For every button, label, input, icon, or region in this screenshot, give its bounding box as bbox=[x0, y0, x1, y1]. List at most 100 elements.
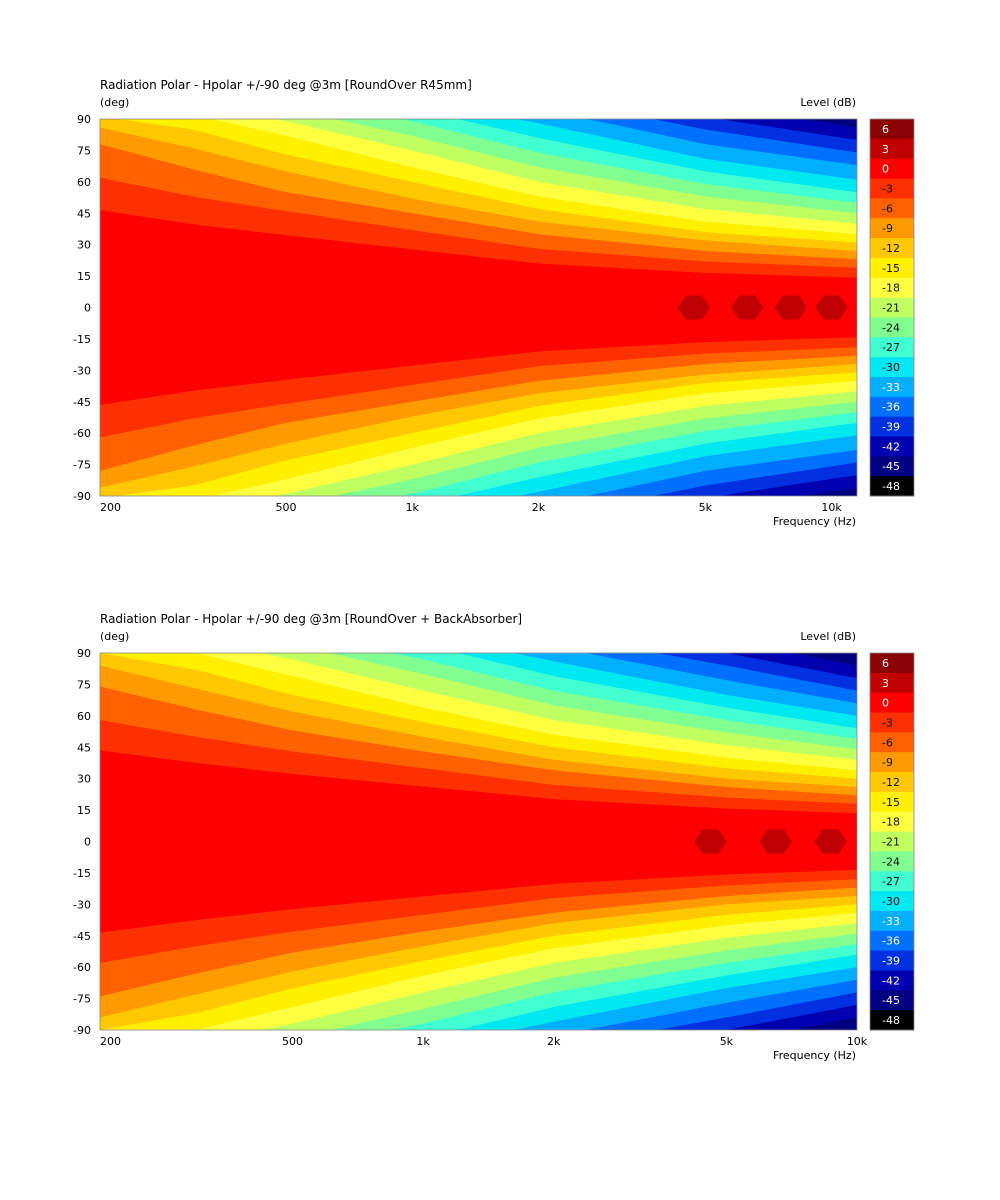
x-tick-label: 1k bbox=[416, 1035, 430, 1048]
colorbar-swatch bbox=[870, 871, 914, 892]
colorbar-level-label: -33 bbox=[882, 915, 900, 928]
colorbar-level-label: -42 bbox=[882, 974, 900, 987]
y-tick-label: 15 bbox=[77, 270, 91, 283]
colorbar-level-label: -39 bbox=[882, 421, 900, 434]
colorbar-swatch bbox=[870, 692, 914, 714]
colorbar-level-label: 6 bbox=[882, 657, 889, 670]
colorbar-level-label: -33 bbox=[882, 381, 900, 394]
colorbar-level-label: -27 bbox=[882, 341, 900, 354]
y-tick-label: -30 bbox=[73, 898, 91, 911]
x-tick-label: 2k bbox=[547, 1035, 561, 1048]
colorbar-swatch bbox=[870, 653, 914, 674]
contour-band-0 bbox=[100, 210, 857, 405]
colorbar-swatch bbox=[870, 732, 914, 753]
colorbar-frame bbox=[869, 652, 915, 1031]
colorbar-swatch bbox=[870, 198, 914, 219]
y-axis-label: (deg) bbox=[100, 630, 129, 643]
plot-frame bbox=[99, 118, 858, 497]
colorbar-swatch bbox=[870, 772, 914, 793]
colorbar-level-label: -27 bbox=[882, 875, 900, 888]
x-tick-label: 500 bbox=[282, 1035, 303, 1048]
colorbar-swatch bbox=[870, 672, 914, 694]
colorbar-level-label: -24 bbox=[882, 321, 900, 334]
colorbar-swatch bbox=[870, 158, 914, 180]
colorbar-level-label: -30 bbox=[882, 895, 900, 908]
colorbar: 6 3 0 -3 -6 -9 -12 -15 -18 -21 -24 -27 -30 -33 -36 -39 -… bbox=[869, 652, 915, 1031]
colorbar-frame bbox=[869, 118, 915, 497]
colorbar-level-label: 0 bbox=[882, 697, 889, 710]
polar-chart-roundover: Radiation Polar - Hpolar +/-90 deg @3m [… bbox=[0, 0, 1000, 528]
colorbar-swatch bbox=[870, 337, 914, 358]
on-axis-peak bbox=[759, 829, 792, 854]
colorbar-swatch bbox=[870, 891, 914, 912]
y-tick-label: -15 bbox=[73, 867, 91, 880]
polar-heatmap-svg: Radiation Polar - Hpolar +/-90 deg @3m [… bbox=[73, 612, 915, 1062]
colorbar-level-label: -45 bbox=[882, 460, 900, 473]
colorbar-swatch bbox=[870, 257, 914, 279]
x-tick-label: 1k bbox=[406, 501, 420, 514]
colorbar-level-label: -15 bbox=[882, 796, 900, 809]
y-tick-label: -60 bbox=[73, 961, 91, 974]
colorbar-swatch bbox=[870, 297, 914, 318]
y-tick-label: -75 bbox=[73, 993, 91, 1006]
colorbar-level-label: -30 bbox=[882, 361, 900, 374]
colorbar-level-label: -36 bbox=[882, 935, 900, 948]
x-axis-label: Frequency (Hz) bbox=[773, 1049, 856, 1062]
y-tick-label: -60 bbox=[73, 427, 91, 440]
y-tick-label: 0 bbox=[84, 836, 91, 849]
colorbar-swatch bbox=[870, 1010, 914, 1031]
colorbar-level-label: -3 bbox=[882, 716, 893, 729]
polar-heatmap-svg: Radiation Polar - Hpolar +/-90 deg @3m [… bbox=[73, 78, 915, 528]
y-tick-label: 0 bbox=[84, 302, 91, 315]
colorbar-swatch bbox=[870, 970, 914, 991]
colorbar-swatch bbox=[870, 376, 914, 398]
colorbar-swatch bbox=[870, 990, 914, 1011]
colorbar-swatch bbox=[870, 831, 914, 852]
colorbar-level-label: -3 bbox=[882, 182, 893, 195]
colorbar-swatch bbox=[870, 456, 914, 477]
y-tick-label: -45 bbox=[73, 930, 91, 943]
colorbar-swatch bbox=[870, 317, 914, 338]
colorbar-level-label: -48 bbox=[882, 1014, 900, 1027]
x-axis-label: Frequency (Hz) bbox=[773, 515, 856, 528]
y-tick-label: 15 bbox=[77, 804, 91, 817]
colorbar-level-label: -18 bbox=[882, 816, 900, 829]
y-tick-label: 60 bbox=[77, 176, 91, 189]
colorbar-swatch bbox=[870, 436, 914, 457]
colorbar-level-label: -12 bbox=[882, 776, 900, 789]
colorbar-swatch bbox=[870, 752, 914, 773]
colorbar-level-label: -24 bbox=[882, 855, 900, 868]
chart-title: Radiation Polar - Hpolar +/-90 deg @3m [… bbox=[100, 612, 522, 626]
x-tick-label: 500 bbox=[276, 501, 297, 514]
on-axis-peak bbox=[774, 295, 807, 320]
colorbar-level-label: 3 bbox=[882, 143, 889, 156]
colorbar-swatch bbox=[870, 712, 914, 733]
polar-chart-roundover-backabsorber: Radiation Polar - Hpolar +/-90 deg @3m [… bbox=[0, 534, 1000, 1062]
colorbar: 6 3 0 -3 -6 -9 -12 -15 -18 -21 -24 -27 -30 -33 -36 -39 -… bbox=[869, 118, 915, 497]
colorbar-level-label: -6 bbox=[882, 736, 893, 749]
colorbar-swatch bbox=[870, 416, 914, 437]
colorbar-level-label: -39 bbox=[882, 955, 900, 968]
colorbar-swatch bbox=[870, 218, 914, 239]
on-axis-peak bbox=[678, 295, 711, 320]
colorbar-swatch bbox=[870, 930, 914, 952]
colorbar-level-label: 6 bbox=[882, 123, 889, 136]
colorbar-swatch bbox=[870, 476, 914, 497]
y-tick-label: 75 bbox=[77, 678, 91, 691]
y-tick-label: 90 bbox=[77, 113, 91, 126]
on-axis-peak bbox=[694, 829, 727, 854]
heatmap-area bbox=[100, 653, 857, 1030]
x-tick-label: 10k bbox=[821, 501, 842, 514]
colorbar-level-label: -45 bbox=[882, 994, 900, 1007]
colorbar-level-label: -12 bbox=[882, 242, 900, 255]
colorbar-swatch bbox=[870, 910, 914, 932]
colorbar-swatch bbox=[870, 238, 914, 259]
colorbar-level-label: -21 bbox=[882, 836, 900, 849]
on-axis-peak bbox=[814, 829, 847, 854]
on-axis-peak bbox=[731, 295, 764, 320]
y-axis-label: (deg) bbox=[100, 96, 129, 109]
contour-band-0 bbox=[100, 750, 857, 933]
heatmap-area bbox=[100, 119, 857, 496]
y-tick-label: -30 bbox=[73, 364, 91, 377]
x-tick-label: 5k bbox=[720, 1035, 734, 1048]
